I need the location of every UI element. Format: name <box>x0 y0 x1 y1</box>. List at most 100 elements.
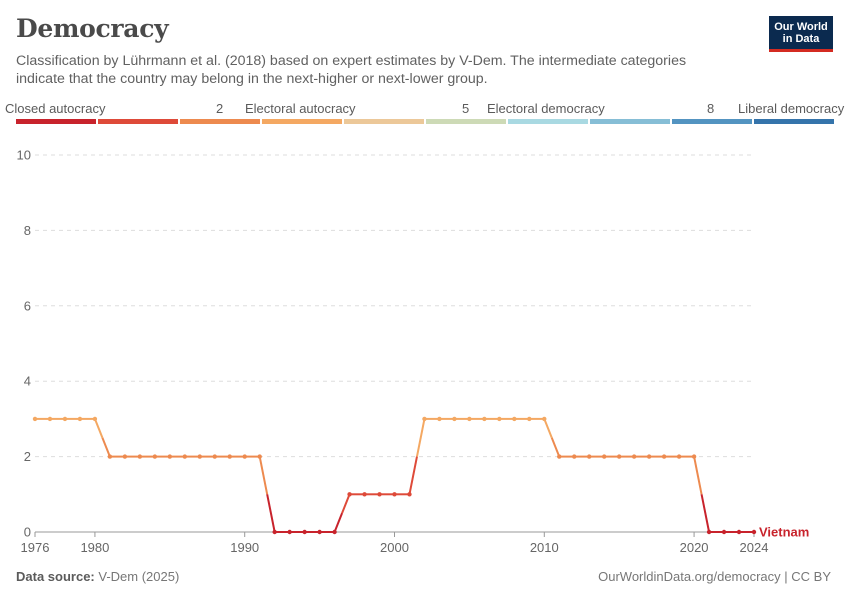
legend-label-2[interactable]: 2 <box>216 101 224 116</box>
data-point-2011 <box>557 454 562 459</box>
data-point-2001 <box>407 492 412 497</box>
data-point-2009 <box>527 416 532 422</box>
data-point-2007 <box>497 416 502 422</box>
data-point-1998 <box>362 492 367 497</box>
footer-url-license[interactable]: OurWorldinData.org/democracy | CC BY <box>598 569 831 584</box>
data-point-1987 <box>197 454 202 459</box>
chart-subtitle: Classification by Lührmann et al. (2018)… <box>16 53 687 87</box>
data-point-1992 <box>272 529 277 535</box>
data-point-2024 <box>751 529 757 535</box>
series-segment <box>543 418 553 439</box>
data-point-2019 <box>676 454 682 459</box>
legend-label-closed-autocracy[interactable]: Closed autocracy <box>5 101 106 116</box>
series-segment <box>333 512 344 533</box>
data-point-1994 <box>302 529 307 535</box>
x-tick-label-1980: 1980 <box>80 540 109 555</box>
x-tick-label-2020: 2020 <box>680 540 709 555</box>
data-point-1979 <box>77 416 83 422</box>
data-point-1984 <box>152 454 158 459</box>
series-segment <box>93 418 104 439</box>
data-point-2018 <box>661 454 667 459</box>
series-segment <box>341 493 351 514</box>
legend-label-5[interactable]: 5 <box>462 101 470 116</box>
series-segment <box>408 456 418 495</box>
y-tick-label-10: 10 <box>17 148 31 163</box>
data-point-2017 <box>646 454 652 459</box>
data-point-1978 <box>62 416 68 422</box>
data-point-1995 <box>317 529 322 535</box>
data-source-value[interactable]: V-Dem (2025) <box>98 569 180 584</box>
data-point-2002 <box>422 416 427 422</box>
y-tick-label-0: 0 <box>24 525 31 540</box>
data-point-2004 <box>452 416 457 422</box>
data-point-2022 <box>721 529 727 535</box>
data-point-2013 <box>587 454 592 459</box>
y-tick-label-8: 8 <box>24 223 31 238</box>
series-label-vietnam: Vietnam <box>759 525 809 540</box>
data-point-2000 <box>392 492 397 497</box>
data-source-label: Data source: <box>16 569 95 584</box>
legend-segment-3[interactable] <box>262 119 342 124</box>
data-point-1993 <box>287 529 292 535</box>
data-point-1988 <box>212 454 217 459</box>
data-point-1982 <box>122 454 128 459</box>
data-point-1991 <box>257 454 262 459</box>
data-point-2014 <box>602 454 607 459</box>
data-point-1976 <box>32 416 38 422</box>
data-point-2003 <box>437 416 442 422</box>
series-segment <box>258 456 269 495</box>
data-point-1977 <box>47 416 53 422</box>
data-point-2016 <box>631 454 637 459</box>
legend-label-electoral-democracy[interactable]: Electoral democracy <box>487 101 605 116</box>
x-tick-label-1990: 1990 <box>230 540 259 555</box>
legend-segment-4[interactable] <box>344 119 424 124</box>
owid-logo[interactable]: Our World in Data <box>769 16 833 52</box>
legend-segment-7[interactable] <box>590 119 670 124</box>
legend-segment-0[interactable] <box>16 119 96 124</box>
data-point-2020 <box>691 454 697 459</box>
series-segment <box>700 494 711 533</box>
y-tick-label-6: 6 <box>24 298 31 313</box>
x-tick-label-1976: 1976 <box>21 540 50 555</box>
data-point-2010 <box>542 416 547 422</box>
legend-label-electoral-autocracy[interactable]: Electoral autocracy <box>245 101 356 116</box>
data-point-1986 <box>182 454 187 459</box>
y-tick-label-2: 2 <box>24 449 31 464</box>
data-point-2006 <box>482 416 487 422</box>
data-point-1985 <box>167 454 173 459</box>
data-point-1996 <box>332 529 337 535</box>
series-segment <box>415 418 426 457</box>
x-tick-label-2000: 2000 <box>380 540 409 555</box>
data-point-2015 <box>616 454 622 459</box>
legend-label-8[interactable]: 8 <box>707 101 715 116</box>
data-point-2008 <box>512 416 517 422</box>
data-point-1999 <box>377 492 382 497</box>
data-point-1997 <box>347 492 352 497</box>
series-segment <box>266 494 276 533</box>
legend-segment-8[interactable] <box>672 119 752 124</box>
y-tick-label-4: 4 <box>24 374 31 389</box>
data-point-2021 <box>706 529 712 535</box>
legend-segment-9[interactable] <box>754 119 834 124</box>
legend-segment-1[interactable] <box>98 119 178 124</box>
logo-line-2: in Data <box>782 33 820 45</box>
data-point-1980 <box>92 416 98 422</box>
series-segment <box>101 437 111 457</box>
data-point-1983 <box>137 454 143 459</box>
legend-color-bar[interactable] <box>16 119 834 124</box>
data-point-2023 <box>736 529 742 535</box>
legend-segment-5[interactable] <box>426 119 506 124</box>
data-source: Data source: V-Dem (2025) <box>16 569 179 584</box>
data-point-1989 <box>227 454 232 459</box>
legend-label-liberal-democracy[interactable]: Liberal democracy <box>738 101 845 116</box>
data-point-1981 <box>107 454 113 459</box>
data-point-2005 <box>467 416 472 422</box>
x-tick-label-2010: 2010 <box>530 540 559 555</box>
chart-title: Democracy <box>16 14 169 43</box>
legend-segment-6[interactable] <box>508 119 588 124</box>
series-segment <box>550 437 561 457</box>
legend-segment-2[interactable] <box>180 119 260 124</box>
legend-labels: Closed autocracy 2 Electoral autocracy 5… <box>0 101 850 117</box>
data-point-2012 <box>572 454 577 459</box>
